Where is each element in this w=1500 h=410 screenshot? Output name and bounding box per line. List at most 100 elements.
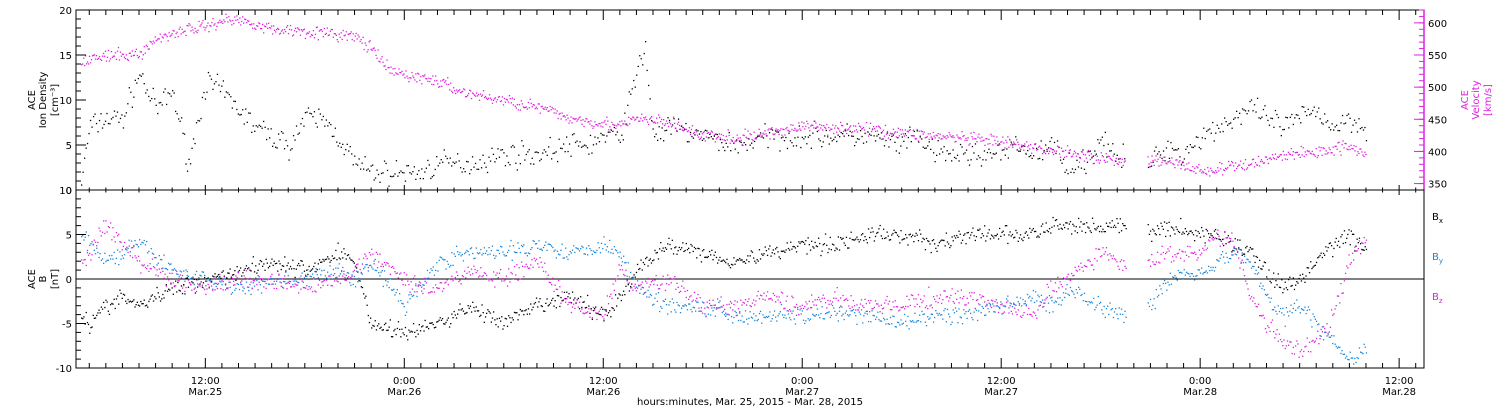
point-velocity: [1030, 144, 1032, 146]
point-velocity: [124, 58, 126, 60]
point-by: [758, 312, 761, 315]
point-ion-density: [761, 136, 763, 138]
point-bx: [1156, 225, 1159, 227]
point-bz: [657, 288, 660, 290]
point-ion-density: [448, 162, 450, 164]
point-bx: [655, 252, 657, 254]
point-by: [171, 269, 173, 271]
point-bz: [447, 284, 449, 286]
point-bx: [159, 300, 162, 302]
point-by: [707, 313, 709, 315]
point-by: [1256, 273, 1258, 275]
point-by: [418, 281, 420, 283]
point-bx: [154, 296, 156, 298]
point-ion-density: [275, 146, 277, 148]
point-velocity: [356, 38, 358, 40]
point-ion-density: [1219, 131, 1221, 133]
point-velocity: [996, 136, 998, 138]
point-velocity: [290, 29, 293, 31]
point-velocity: [1117, 163, 1119, 165]
point-velocity: [1073, 150, 1076, 152]
point-velocity: [1262, 162, 1265, 164]
point-bz: [473, 265, 475, 267]
point-bx: [378, 323, 380, 325]
point-by: [532, 240, 534, 242]
point-bz: [155, 274, 157, 276]
point-bx: [999, 227, 1001, 230]
point-ion-density: [1231, 127, 1233, 129]
point-bz: [726, 304, 728, 306]
point-velocity: [707, 132, 709, 134]
point-ion-density: [613, 126, 615, 129]
point-bx: [135, 304, 137, 306]
point-bx: [197, 286, 199, 288]
point-ion-density: [1189, 144, 1191, 146]
point-by: [1016, 296, 1018, 298]
point-by: [720, 306, 722, 308]
point-by: [578, 250, 581, 252]
point-bx: [1011, 233, 1014, 236]
point-velocity: [780, 128, 782, 130]
point-ion-density: [354, 155, 356, 157]
point-velocity: [467, 94, 469, 97]
point-ion-density: [873, 135, 875, 137]
point-bx: [1064, 226, 1066, 229]
point-bx: [373, 325, 375, 327]
point-bx: [381, 329, 383, 331]
point-velocity: [748, 138, 750, 140]
point-ion-density: [616, 131, 618, 133]
point-velocity: [535, 106, 537, 108]
point-velocity: [134, 50, 136, 53]
point-by: [871, 310, 873, 312]
point-bx: [1341, 234, 1343, 236]
point-velocity: [289, 24, 292, 27]
point-bx: [840, 237, 842, 239]
point-bx: [1267, 278, 1269, 280]
point-bz: [722, 304, 725, 306]
point-by: [188, 278, 191, 280]
point-by: [598, 247, 600, 249]
point-bx: [939, 240, 942, 242]
point-ion-density: [580, 146, 583, 148]
point-by: [827, 311, 829, 314]
point-velocity: [660, 120, 662, 123]
point-by: [733, 316, 735, 319]
point-bz: [157, 275, 159, 277]
point-ion-density: [461, 171, 463, 173]
point-bx: [308, 265, 310, 268]
point-ion-density: [1240, 123, 1242, 125]
point-ion-density: [577, 145, 580, 147]
point-velocity: [440, 80, 442, 82]
point-bz: [670, 282, 672, 284]
point-bz: [378, 261, 380, 263]
point-by: [381, 270, 383, 272]
point-bx: [799, 242, 801, 245]
point-by: [961, 323, 964, 325]
density-axis-label-3: [cm⁻³]: [50, 84, 61, 116]
point-ion-density: [783, 140, 786, 142]
point-ion-density: [1037, 158, 1039, 160]
point-velocity: [1097, 159, 1099, 161]
point-bx: [879, 224, 881, 227]
point-ion-density: [92, 116, 95, 118]
point-bx: [992, 235, 994, 237]
point-ion-density: [859, 130, 862, 132]
point-bz: [538, 266, 540, 268]
point-ion-density: [740, 141, 742, 144]
point-bx: [383, 323, 386, 326]
point-by: [324, 275, 326, 277]
point-ion-density: [822, 141, 824, 143]
point-velocity: [1153, 164, 1155, 167]
point-velocity: [981, 136, 983, 138]
point-bx: [851, 238, 853, 241]
point-ion-density: [525, 153, 527, 156]
point-by: [345, 274, 347, 276]
point-velocity: [1007, 136, 1009, 138]
point-velocity: [1339, 150, 1341, 153]
point-bz: [631, 287, 633, 289]
point-bx: [353, 262, 355, 264]
point-by: [110, 258, 112, 260]
point-by: [1341, 350, 1343, 352]
point-velocity: [816, 126, 818, 128]
point-ion-density: [803, 138, 805, 140]
